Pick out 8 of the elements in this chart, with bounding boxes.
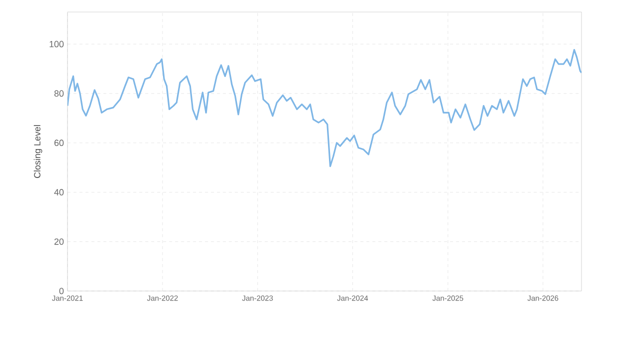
y-tick-label: 80 [54, 90, 64, 97]
y-tick-label: 0 [59, 288, 64, 294]
y-axis-title: Closing Level [34, 125, 42, 178]
y-tick-label: 20 [54, 238, 64, 245]
line-series [68, 48, 582, 168]
y-tick-label: 40 [54, 189, 64, 196]
y-tick-label: 100 [50, 40, 64, 48]
y-tick-label: 60 [54, 140, 64, 146]
